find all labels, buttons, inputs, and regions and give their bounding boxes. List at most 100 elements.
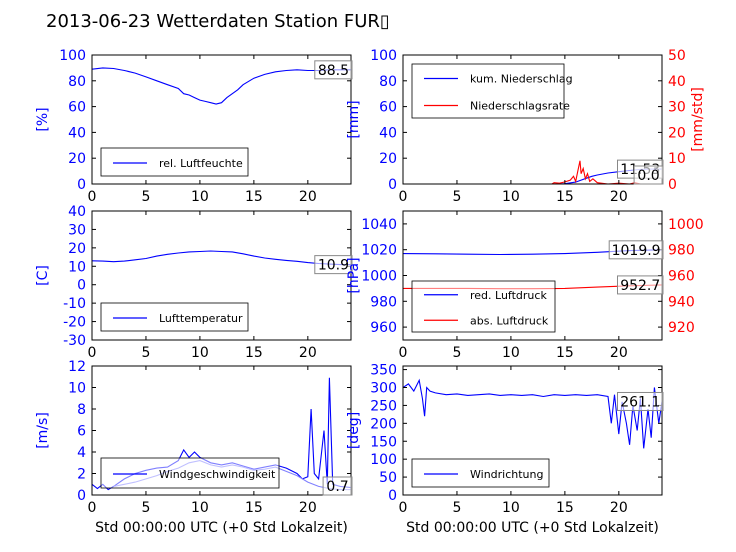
y-tick-label: 300 [370, 381, 397, 397]
y-right-tick-label: 980 [668, 243, 695, 259]
series-group [92, 250, 351, 266]
x-tick-label: 15 [245, 500, 263, 516]
value-label: 10.9 [318, 258, 349, 274]
value-label-box [322, 476, 353, 496]
x-tick-label: 0 [399, 345, 408, 361]
legend: Lufttemperatur [100, 302, 249, 332]
legend-label: Windgeschwindigkeit [159, 468, 276, 481]
x-tick-label: 10 [502, 345, 520, 361]
legend-frame [411, 63, 565, 119]
chart-panel-4: 0 5 10 15 20 960 980 1000 1020 1040 920 940 960 980 10… [346, 210, 704, 361]
y-tick-label: 0 [388, 177, 397, 193]
y-tick-label: 50 [379, 470, 397, 486]
axes-frame [402, 54, 663, 185]
y-tick-label: 1020 [361, 243, 397, 259]
axes-frame [402, 365, 663, 496]
legend-label: Windrichtung [470, 468, 543, 481]
y-tick-label: 0 [77, 278, 86, 294]
x-tick-label: 15 [245, 345, 263, 361]
y-tick-label: 40 [379, 125, 397, 141]
legend-frame [411, 458, 550, 488]
y-tick-label: 100 [370, 452, 397, 468]
y-axis-label: [hPa] [346, 257, 362, 293]
x-tick-label: 5 [452, 500, 461, 516]
y-tick-label: 0 [77, 488, 86, 504]
x-tick-label: 0 [399, 189, 408, 205]
x-tick-label: 5 [141, 500, 150, 516]
y-tick-label: -10 [63, 296, 86, 312]
y-tick-label: 6 [77, 424, 86, 440]
x-tick-label: 15 [245, 189, 263, 205]
x-tick-label: 10 [191, 345, 209, 361]
x-tick-label: 20 [610, 189, 628, 205]
y-tick-label: 0 [388, 488, 397, 504]
chart-panel-5: 0 5 10 15 20 0 2 4 6 8 10 12 [m/s] Std 00:00:00 UTC (… [35, 359, 353, 536]
series-line-1 [92, 250, 351, 266]
series-line-1 [92, 67, 351, 105]
value-label: 1019.9 [612, 243, 661, 259]
axes-frame [91, 210, 352, 341]
y-tick-label: 100 [370, 48, 397, 64]
chart-panel-2: 0 5 10 15 20 0 20 40 60 80 100 0 10 20 30 40 50 [mm] [mm/s… [346, 48, 706, 205]
x-tick-label: 20 [299, 189, 317, 205]
series-group [92, 67, 351, 105]
value-label-box [608, 240, 664, 260]
y-tick-label: 20 [68, 241, 86, 257]
y-tick-label: 12 [68, 359, 86, 375]
legend: Windrichtung [411, 458, 550, 488]
legend-label: Niederschlagsrate [470, 100, 570, 113]
chart-panel-3: 0 5 10 15 20 -30 -20 -10 0 10 20 30 40 [C] 10.9 Lufttem… [35, 204, 353, 361]
legend-label: Lufttemperatur [159, 312, 243, 325]
y-right-tick-label: 30 [668, 100, 686, 116]
y-tick-label: -20 [63, 315, 86, 331]
value-label: 261.1 [620, 394, 660, 410]
y-tick-label: 200 [370, 416, 397, 432]
x-tick-label: 15 [556, 500, 574, 516]
x-tick-label: 5 [141, 189, 150, 205]
legend-frame [100, 457, 280, 489]
y-tick-label: -30 [63, 333, 86, 349]
x-axis-label: Std 00:00:00 UTC (+0 Std Lokalzeit) [95, 520, 348, 536]
x-tick-label: 15 [556, 189, 574, 205]
value-label-right: 0.0 [637, 168, 659, 184]
y-tick-label: 0 [77, 177, 86, 193]
x-tick-label: 20 [610, 345, 628, 361]
legend: red. Luftdruck abs. Luftdruck [411, 280, 556, 333]
value-label-right-box [617, 275, 664, 295]
chart-panel-1: 0 5 10 15 20 0 20 40 60 80 100 [%] 88.5 rel. Luftfeuc… [35, 48, 353, 205]
y-tick-label: 2 [77, 467, 86, 483]
y-tick-label: 8 [77, 402, 86, 418]
x-axis-label: Std 00:00:00 UTC (+0 Std Lokalzeit) [406, 520, 659, 536]
y-tick-label: 80 [68, 74, 86, 90]
y-tick-label: 20 [68, 151, 86, 167]
y-right-tick-label: 960 [668, 269, 695, 285]
value-label-box [314, 60, 353, 80]
series-group [403, 378, 662, 449]
y-tick-label: 60 [379, 100, 397, 116]
y-tick-label: 60 [68, 100, 86, 116]
y-tick-label: 960 [370, 320, 397, 336]
legend-label: red. Luftdruck [470, 289, 547, 302]
x-tick-label: 5 [141, 345, 150, 361]
x-tick-label: 0 [88, 500, 97, 516]
y-right-tick-label: 10 [668, 151, 686, 167]
y-tick-label: 1040 [361, 217, 397, 233]
legend-frame [411, 280, 556, 333]
legend-label: rel. Luftfeuchte [159, 157, 243, 170]
y-right-tick-label: 40 [668, 74, 686, 90]
legend-label: kum. Niederschlag [470, 73, 573, 86]
x-tick-label: 20 [299, 345, 317, 361]
x-tick-label: 10 [191, 500, 209, 516]
x-tick-label: 20 [610, 500, 628, 516]
y-right-axis-label: [mm/std] [690, 87, 706, 152]
y-axis-label: [%] [35, 107, 51, 131]
y-tick-label: 10 [68, 381, 86, 397]
legend: rel. Luftfeuchte [100, 147, 249, 177]
y-tick-label: 30 [68, 222, 86, 238]
y-tick-label: 1000 [361, 269, 397, 285]
y-tick-label: 40 [68, 125, 86, 141]
y-tick-label: 10 [68, 259, 86, 275]
